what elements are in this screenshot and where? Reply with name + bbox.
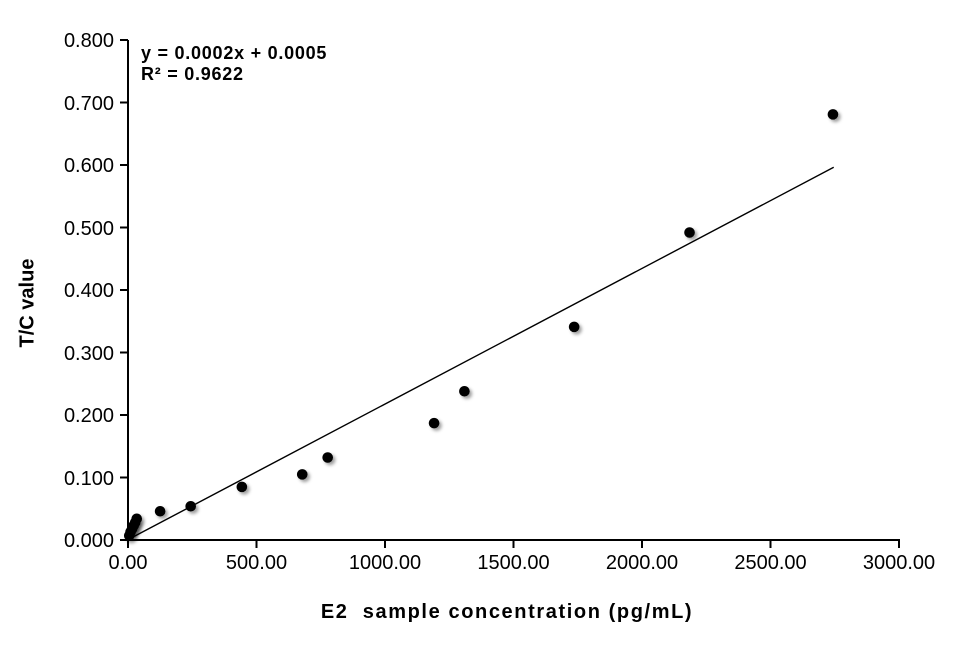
trendline xyxy=(128,166,835,540)
x-tick-label: 2500.00 xyxy=(734,552,807,574)
data-point-marker xyxy=(827,109,839,120)
r-squared-text: R² = 0.9622 xyxy=(141,64,244,84)
trendline-equation-text: y = 0.0002x + 0.0005 xyxy=(141,43,328,63)
y-tick-label: 0.800 xyxy=(63,29,114,52)
data-point-marker xyxy=(236,481,248,493)
y-tick-label: 0.300 xyxy=(63,342,114,365)
y-tick-label: 0.400 xyxy=(63,279,114,302)
data-point-marker xyxy=(684,227,695,238)
data-point-marker xyxy=(154,505,166,517)
y-tick-label: 0.700 xyxy=(63,92,114,115)
y-tick-label: 0.200 xyxy=(63,404,114,427)
x-tick-label: 500.00 xyxy=(225,552,288,574)
data-point-marker xyxy=(296,469,308,480)
data-point-marker xyxy=(568,321,580,333)
data-point-marker xyxy=(185,500,197,512)
y-tick-label: 0.100 xyxy=(63,467,114,490)
x-tick-label: 1500.00 xyxy=(477,552,550,574)
y-tick-label: 0.000 xyxy=(63,529,114,552)
x-tick-label: 1000.00 xyxy=(348,552,422,574)
x-tick-label: 2000.00 xyxy=(605,552,679,574)
data-point-marker xyxy=(322,452,333,463)
y-axis-title: T/C value xyxy=(16,258,39,348)
data-point-marker xyxy=(459,385,470,397)
data-point-marker xyxy=(131,513,143,525)
x-tick-label: 0.00 xyxy=(108,552,148,574)
x-tick-label: 3000.00 xyxy=(862,552,936,574)
x-axis-title: E2 sample concentration (pg/mL) xyxy=(320,601,694,623)
data-point-marker xyxy=(428,417,440,429)
y-tick-label: 0.600 xyxy=(63,154,114,177)
y-tick-label: 0.500 xyxy=(63,217,114,240)
